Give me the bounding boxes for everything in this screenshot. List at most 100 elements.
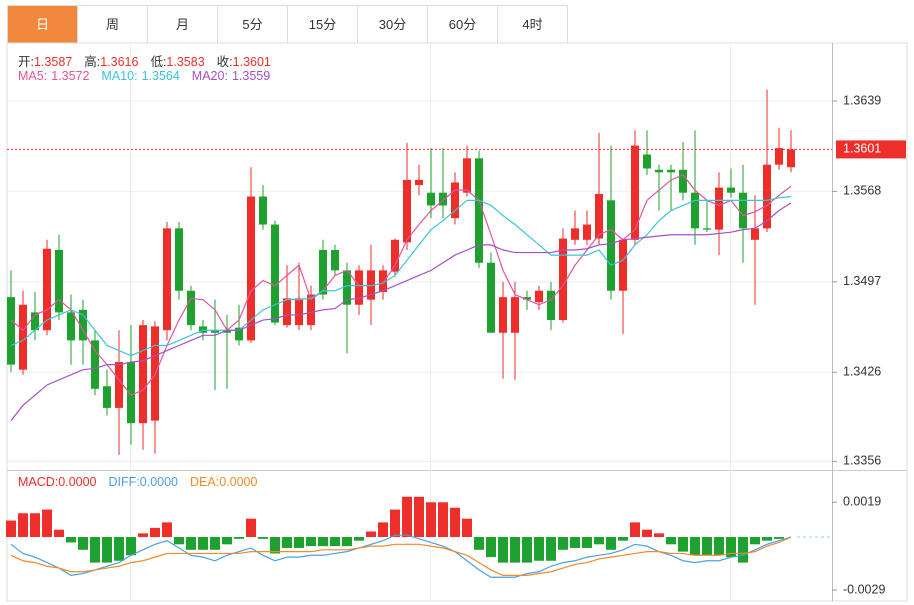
macd-bar <box>162 522 172 537</box>
macd-bar <box>282 537 292 548</box>
candle-body <box>235 327 243 341</box>
macd-bar <box>462 518 472 537</box>
macd-bar <box>642 529 652 537</box>
candle-body <box>67 312 75 341</box>
period-tab[interactable]: 5分 <box>218 6 288 43</box>
ohlc-item: 高:1.3616 <box>84 51 138 70</box>
ma-name: MA5: <box>18 69 48 83</box>
candle-body <box>307 294 315 326</box>
macd-bar <box>102 537 112 563</box>
macd-bar <box>78 537 88 550</box>
macd-series-value: 0.0000 <box>139 475 178 489</box>
macd-bar <box>390 509 400 537</box>
period-tab[interactable]: 月 <box>148 6 218 43</box>
candle-body <box>43 248 51 331</box>
macd-bar <box>270 537 280 554</box>
macd-bar <box>30 513 40 537</box>
macd-bar <box>258 537 268 539</box>
ohlc-value: 1.3601 <box>232 55 271 69</box>
macd-legend-item: DIFF:0.0000 <box>109 475 178 489</box>
candle-body <box>31 312 39 331</box>
macd-bar <box>762 537 772 541</box>
y-tick-label: 1.3497 <box>843 274 881 288</box>
candle-body <box>367 270 375 300</box>
candle-body <box>199 326 207 333</box>
candle-body <box>571 228 579 240</box>
candle-body <box>379 270 387 293</box>
last-price-label: 1.3601 <box>843 142 881 156</box>
macd-bar <box>90 537 100 563</box>
candle-body <box>775 148 783 165</box>
candle-body <box>487 262 495 333</box>
macd-legend-item: MACD:0.0000 <box>18 475 97 489</box>
macd-bar <box>558 537 568 550</box>
candle-body <box>319 249 327 295</box>
macd-bar <box>522 537 532 563</box>
candle-body <box>55 249 63 313</box>
macd-series-name: DEA: <box>190 475 220 489</box>
candle-body <box>595 193 603 239</box>
macd-bar <box>42 509 52 537</box>
macd-bar <box>198 537 208 550</box>
candle-body <box>127 362 135 424</box>
macd-series-value: 0.0000 <box>219 475 258 489</box>
macd-bar <box>186 537 196 550</box>
period-tab[interactable]: 30分 <box>358 6 428 43</box>
macd-bar <box>606 537 616 550</box>
y-tick-label: -0.0029 <box>843 582 885 596</box>
macd-bar <box>702 537 712 556</box>
ma-name: MA10: <box>101 69 138 83</box>
period-tab[interactable]: 日 <box>8 6 78 43</box>
candle-body <box>643 154 651 169</box>
macd-legend-item: DEA:0.0000 <box>190 475 257 489</box>
period-tabs: 日周月 5分 15分 30分 60分 4时 <box>7 5 568 43</box>
candle-body <box>187 290 195 326</box>
macd-bar <box>18 513 28 537</box>
ma-legend: MA5: 1.3572 MA10: 1.3564 MA20: 1.3559 <box>18 69 282 83</box>
macd-bar <box>150 527 160 537</box>
y-tick-label: 0.0019 <box>843 495 881 509</box>
ohlc-item: 低:1.3583 <box>150 51 204 70</box>
candle-body <box>727 187 735 193</box>
macd-bar <box>618 537 628 541</box>
candle-body <box>751 228 759 240</box>
macd-bar <box>450 507 460 537</box>
macd-bar <box>330 537 340 547</box>
candle-body <box>175 228 183 291</box>
period-tab[interactable]: 15分 <box>288 6 358 43</box>
y-tick-label: 1.3426 <box>843 365 881 379</box>
ma-legend-item: MA5: 1.3572 <box>18 69 89 83</box>
macd-bar <box>570 537 580 548</box>
macd-bar <box>546 537 556 561</box>
candle-body <box>247 196 255 341</box>
macd-bar <box>174 537 184 545</box>
macd-bar <box>210 537 220 550</box>
candle-body <box>631 145 639 240</box>
macd-bar <box>222 537 232 545</box>
candle-body <box>259 196 267 225</box>
candle-body <box>547 290 555 321</box>
candle-body <box>463 158 471 193</box>
candle-body <box>607 200 615 291</box>
candle-body <box>511 297 519 333</box>
period-tab[interactable]: 4时 <box>522 17 543 32</box>
ohlc-label: 开: <box>18 55 34 69</box>
candle-body <box>223 330 231 333</box>
period-tab[interactable]: 周 <box>78 6 148 43</box>
candle-body <box>79 309 87 341</box>
period-tab[interactable]: 60分 <box>428 6 498 43</box>
candle-body <box>427 192 435 206</box>
macd-bar <box>486 537 496 558</box>
macd-name: MACD: <box>18 475 59 489</box>
macd-bar <box>666 537 676 545</box>
macd-bar <box>114 537 124 561</box>
candle-body <box>415 179 423 186</box>
macd-line <box>10 536 792 576</box>
candle-body <box>211 330 219 333</box>
candle-body <box>715 187 723 230</box>
macd-bar <box>126 537 136 556</box>
macd-bar <box>306 537 316 547</box>
candle-body <box>667 169 675 173</box>
macd-bar <box>138 533 148 537</box>
macd-bar <box>318 537 328 547</box>
